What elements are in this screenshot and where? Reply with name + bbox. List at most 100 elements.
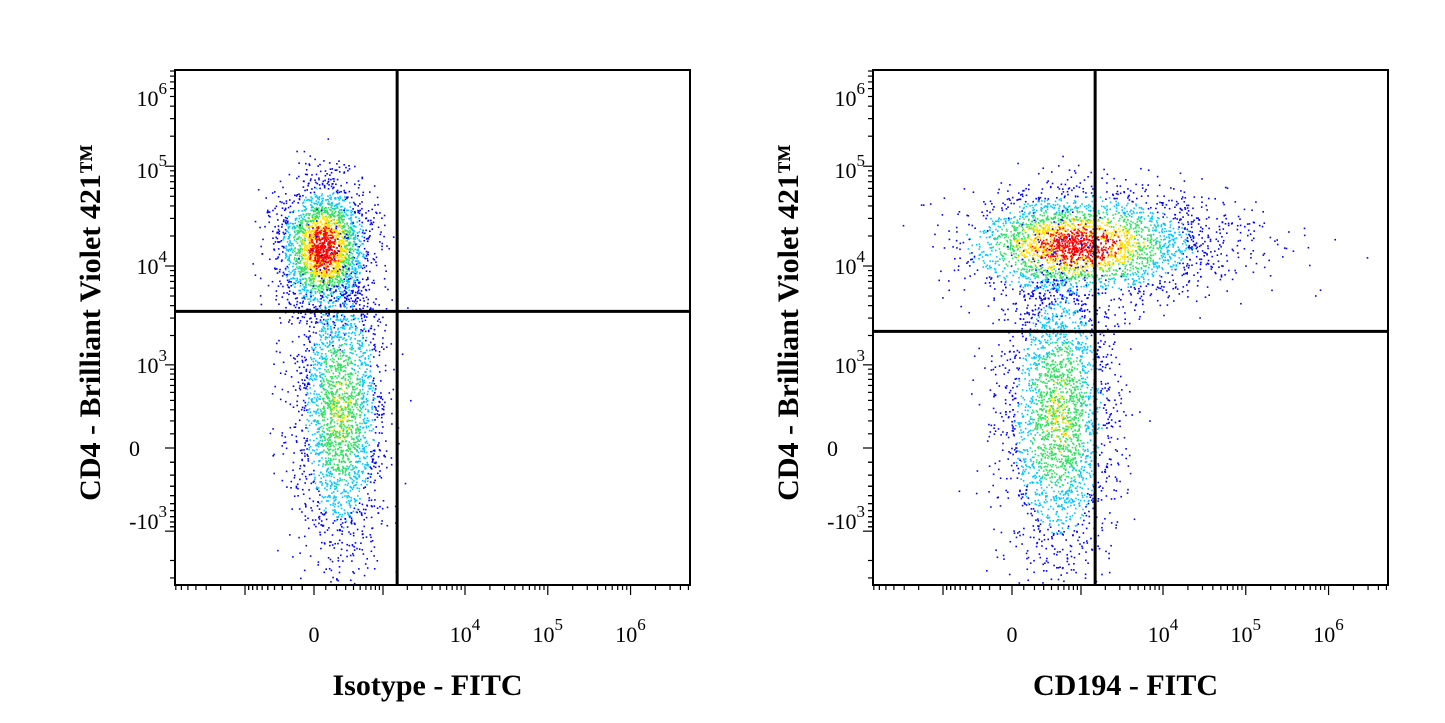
event-dot xyxy=(340,423,342,425)
event-dot xyxy=(313,393,315,395)
event-dot xyxy=(294,358,296,360)
event-dot xyxy=(329,442,331,445)
event-dot xyxy=(357,340,359,342)
event-dot xyxy=(348,241,350,244)
event-dot xyxy=(381,408,384,410)
event-dot xyxy=(331,492,333,494)
event-dot xyxy=(346,307,348,309)
event-dot xyxy=(374,419,376,421)
event-dot xyxy=(347,396,349,399)
event-dot xyxy=(320,471,322,474)
event-dot xyxy=(342,268,344,270)
event-dot xyxy=(358,502,361,504)
event-dot xyxy=(364,288,367,291)
event-dot xyxy=(337,234,340,236)
event-dot xyxy=(338,234,341,236)
event-dot xyxy=(338,288,340,290)
event-dot xyxy=(340,344,342,347)
event-dot xyxy=(318,280,320,282)
event-dot xyxy=(338,253,340,256)
event-dot xyxy=(267,209,269,212)
event-dot xyxy=(330,581,332,583)
event-dot xyxy=(337,211,340,214)
event-dot xyxy=(339,470,341,472)
event-dot xyxy=(342,417,345,420)
event-dot xyxy=(335,242,337,244)
event-dot xyxy=(319,202,322,205)
event-dot xyxy=(320,242,322,244)
event-dot xyxy=(340,190,342,193)
event-dot xyxy=(341,230,343,233)
event-dot xyxy=(303,297,305,299)
event-dot xyxy=(327,237,329,239)
event-dot xyxy=(369,374,372,377)
event-dot xyxy=(358,447,361,450)
event-dot xyxy=(327,261,329,264)
event-dot xyxy=(358,184,361,186)
event-dot xyxy=(374,346,376,348)
event-dot xyxy=(359,346,361,349)
event-dot xyxy=(365,427,368,429)
event-dot xyxy=(317,443,319,445)
event-dot xyxy=(309,268,312,271)
event-dot xyxy=(314,207,316,210)
event-dot xyxy=(305,214,307,216)
event-dot xyxy=(367,409,369,411)
event-dot xyxy=(304,233,306,235)
event-dot xyxy=(346,299,348,301)
event-dot xyxy=(355,484,357,486)
event-dot xyxy=(344,444,347,446)
event-dot xyxy=(314,453,317,456)
event-dot xyxy=(382,426,384,428)
event-dot xyxy=(307,458,309,460)
event-dot xyxy=(321,377,324,379)
event-dot xyxy=(329,459,332,462)
event-dot xyxy=(332,381,335,383)
event-dot xyxy=(321,209,323,212)
event-dot xyxy=(307,289,309,292)
event-dot xyxy=(374,204,376,206)
event-dot xyxy=(321,237,323,239)
event-dot xyxy=(341,214,344,217)
event-dot xyxy=(328,203,331,205)
event-dot xyxy=(327,397,329,400)
event-dot xyxy=(323,419,326,421)
event-dot xyxy=(363,446,366,449)
event-dot xyxy=(372,454,374,457)
event-dot xyxy=(346,288,348,290)
event-dot xyxy=(314,274,316,276)
event-dot xyxy=(339,451,342,454)
event-dot xyxy=(296,360,299,363)
event-dot xyxy=(327,315,329,317)
event-dot xyxy=(327,396,329,398)
event-dot xyxy=(304,245,307,248)
event-dot xyxy=(313,253,315,255)
event-dot xyxy=(338,273,340,275)
event-dot xyxy=(315,217,317,219)
event-dot xyxy=(314,290,317,293)
event-dot xyxy=(347,445,349,448)
event-dot xyxy=(353,446,355,449)
event-dot xyxy=(319,204,322,207)
event-dot xyxy=(334,232,337,234)
event-dot xyxy=(276,268,278,270)
event-dot xyxy=(320,298,323,300)
event-dot xyxy=(322,292,325,294)
event-dot xyxy=(257,189,260,191)
event-dot xyxy=(288,263,291,266)
event-dot xyxy=(312,213,315,216)
event-dot xyxy=(393,368,395,371)
event-dot xyxy=(320,520,323,522)
event-dot xyxy=(349,231,351,233)
event-dot xyxy=(335,370,337,372)
event-dot xyxy=(354,267,356,269)
event-dot xyxy=(301,278,304,280)
event-dot xyxy=(341,526,343,528)
event-dot xyxy=(302,242,305,245)
event-dot xyxy=(333,455,336,457)
event-dot xyxy=(351,213,354,216)
event-dot xyxy=(317,351,320,354)
event-dot xyxy=(324,437,326,440)
event-dot xyxy=(319,395,321,398)
event-dot xyxy=(288,256,290,258)
